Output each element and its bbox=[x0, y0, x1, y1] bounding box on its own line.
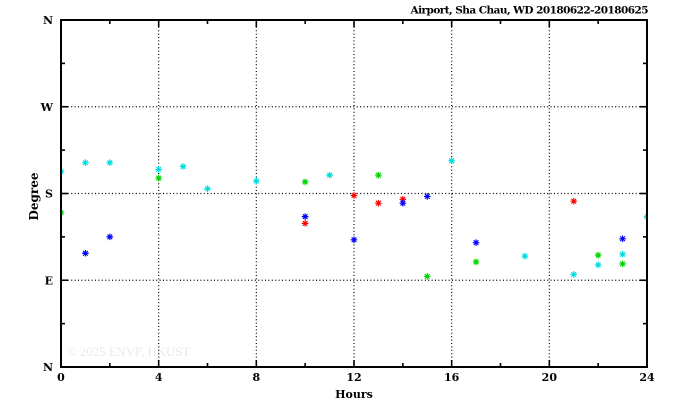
series-red bbox=[301, 192, 578, 227]
y-tick-label: N bbox=[43, 14, 53, 27]
tick-marks bbox=[60, 19, 648, 368]
data-point bbox=[570, 271, 578, 278]
data-point bbox=[301, 213, 309, 220]
data-point bbox=[472, 239, 480, 246]
data-point bbox=[106, 233, 114, 241]
data-point bbox=[448, 157, 455, 165]
x-tick-label: 12 bbox=[346, 371, 361, 384]
data-point bbox=[619, 260, 626, 268]
series-cyan bbox=[61, 157, 647, 278]
data-point bbox=[375, 199, 382, 207]
series-green bbox=[61, 171, 626, 280]
watermark: © 2025 ENVF, HKUST bbox=[67, 345, 190, 359]
data-point bbox=[619, 235, 626, 243]
data-point bbox=[326, 171, 333, 179]
x-tick-label: 20 bbox=[542, 371, 558, 384]
x-tick-label: 4 bbox=[155, 371, 163, 384]
data-point bbox=[106, 159, 114, 166]
series-blue bbox=[82, 193, 626, 257]
data-point bbox=[375, 171, 382, 179]
data-point bbox=[82, 249, 89, 257]
data-point bbox=[472, 258, 480, 266]
data-point bbox=[399, 195, 407, 203]
chart-title: Airport, Sha Chau, WD 20180622-20180625 bbox=[410, 5, 649, 17]
x-axis-label: Hours bbox=[335, 388, 373, 401]
y-tick-label: W bbox=[40, 101, 54, 114]
data-point bbox=[301, 178, 309, 186]
y-axis-label: Degree bbox=[27, 172, 41, 220]
data-point bbox=[423, 193, 431, 200]
data-point bbox=[570, 197, 578, 205]
tick-labels: 0 4 8 12 16 20 24 N E S W N bbox=[40, 14, 655, 384]
data-point bbox=[301, 220, 309, 227]
data-point bbox=[521, 252, 529, 260]
data-point bbox=[82, 159, 89, 166]
y-tick-label: S bbox=[45, 188, 53, 201]
data-point bbox=[179, 163, 187, 170]
data-point bbox=[594, 261, 602, 269]
data-point bbox=[423, 273, 431, 280]
y-tick-label: E bbox=[45, 274, 53, 287]
data-point bbox=[204, 185, 211, 192]
data-point bbox=[155, 174, 162, 182]
y-tick-label: N bbox=[43, 361, 53, 374]
data-point bbox=[253, 177, 260, 185]
data-points bbox=[61, 157, 647, 280]
x-tick-label: 0 bbox=[57, 371, 65, 384]
data-point bbox=[155, 166, 162, 173]
data-point bbox=[350, 192, 358, 199]
x-tick-label: 24 bbox=[639, 371, 655, 384]
data-point bbox=[594, 251, 602, 259]
data-point bbox=[350, 236, 358, 244]
data-point bbox=[399, 199, 407, 207]
x-tick-label: 8 bbox=[253, 371, 261, 384]
data-point bbox=[619, 250, 626, 258]
x-tick-label: 16 bbox=[444, 371, 460, 384]
